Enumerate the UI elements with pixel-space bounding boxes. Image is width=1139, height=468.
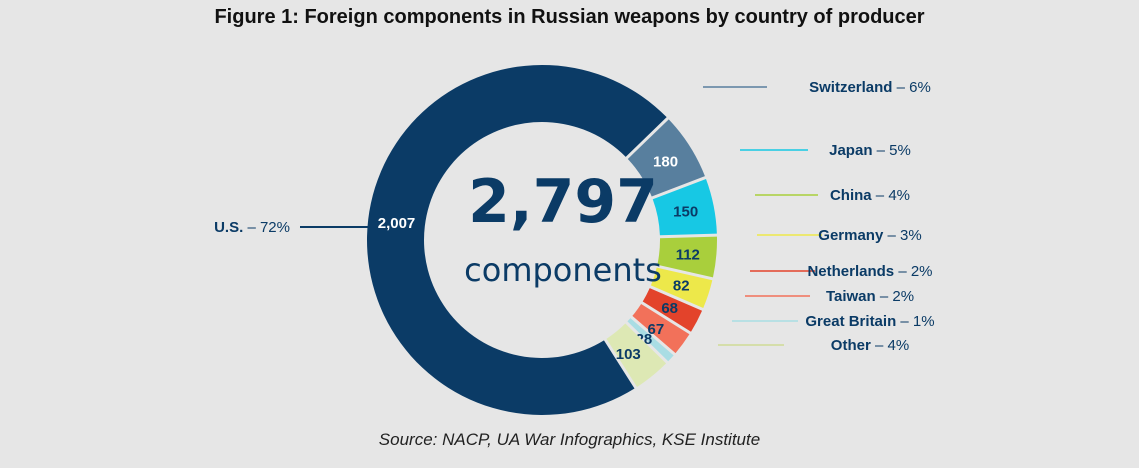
- slice-value-label: 112: [676, 246, 700, 263]
- legend-label: Japan – 5%: [829, 142, 911, 159]
- slice-u-s: [366, 64, 667, 415]
- slice-value-label: 180: [653, 153, 678, 170]
- slice-other: [606, 323, 667, 387]
- legend-label: Switzerland – 6%: [809, 79, 931, 96]
- slice-value-label: 2,007: [378, 215, 416, 232]
- legend-percent: 2%: [892, 288, 914, 305]
- legend-percent: 1%: [913, 313, 935, 330]
- legend-name: Netherlands: [807, 263, 894, 280]
- legend-percent: 4%: [888, 337, 910, 354]
- slice-value-label: 82: [673, 277, 690, 294]
- legend-label: Netherlands – 2%: [807, 263, 932, 280]
- legend-percent: 6%: [909, 79, 931, 96]
- slice-value-label: 67: [648, 321, 665, 338]
- legend-label: Taiwan – 2%: [826, 288, 914, 305]
- slice-value-label: 150: [673, 203, 698, 220]
- legend-percent: 72%: [260, 219, 290, 236]
- slice-china: [657, 236, 717, 278]
- legend-percent: 2%: [911, 263, 933, 280]
- legend-label: Germany – 3%: [818, 227, 921, 244]
- legend-name: U.S.: [214, 219, 243, 236]
- legend-percent: 5%: [889, 142, 911, 159]
- slice-switzerland: [627, 119, 705, 197]
- legend-separator: –: [896, 313, 913, 330]
- slice-value-label: 68: [661, 300, 678, 317]
- legend-separator: –: [243, 219, 260, 236]
- legend-separator: –: [892, 79, 909, 96]
- legend-separator: –: [883, 227, 900, 244]
- legend-separator: –: [894, 263, 911, 280]
- legend-name: China: [830, 187, 872, 204]
- legend-name: Germany: [818, 227, 884, 244]
- legend-name: Other: [831, 337, 871, 354]
- center-unit-label: components: [464, 251, 662, 289]
- legend-separator: –: [872, 187, 889, 204]
- legend-separator: –: [876, 288, 893, 305]
- legend-label: U.S. – 72%: [214, 219, 290, 236]
- callouts: U.S. – 72% Switzerland – 6% Japan – 5% Chin…: [214, 79, 935, 354]
- legend-percent: 4%: [888, 187, 910, 204]
- legend-name: Japan: [829, 142, 872, 159]
- legend-name: Taiwan: [826, 288, 876, 305]
- legend-label: China – 4%: [830, 187, 910, 204]
- slice-great-britain: [627, 318, 674, 362]
- slice-netherlands: [642, 288, 703, 332]
- legend-separator: –: [872, 142, 889, 159]
- chart-title: Figure 1: Foreign components in Russian …: [214, 6, 925, 28]
- slice-taiwan: [632, 303, 690, 354]
- legend-separator: –: [871, 337, 888, 354]
- center-total: 2,797: [468, 167, 658, 237]
- slice-japan: [652, 178, 717, 236]
- source-note: Source: NACP, UA War Infographics, KSE I…: [378, 430, 761, 449]
- legend-label: Other – 4%: [831, 337, 909, 354]
- legend-name: Switzerland: [809, 79, 892, 96]
- legend-label: Great Britain – 1%: [805, 313, 934, 330]
- slice-value-label: 103: [616, 346, 641, 363]
- legend-name: Great Britain: [805, 313, 896, 330]
- slice-germany: [650, 267, 713, 309]
- legend-percent: 3%: [900, 227, 922, 244]
